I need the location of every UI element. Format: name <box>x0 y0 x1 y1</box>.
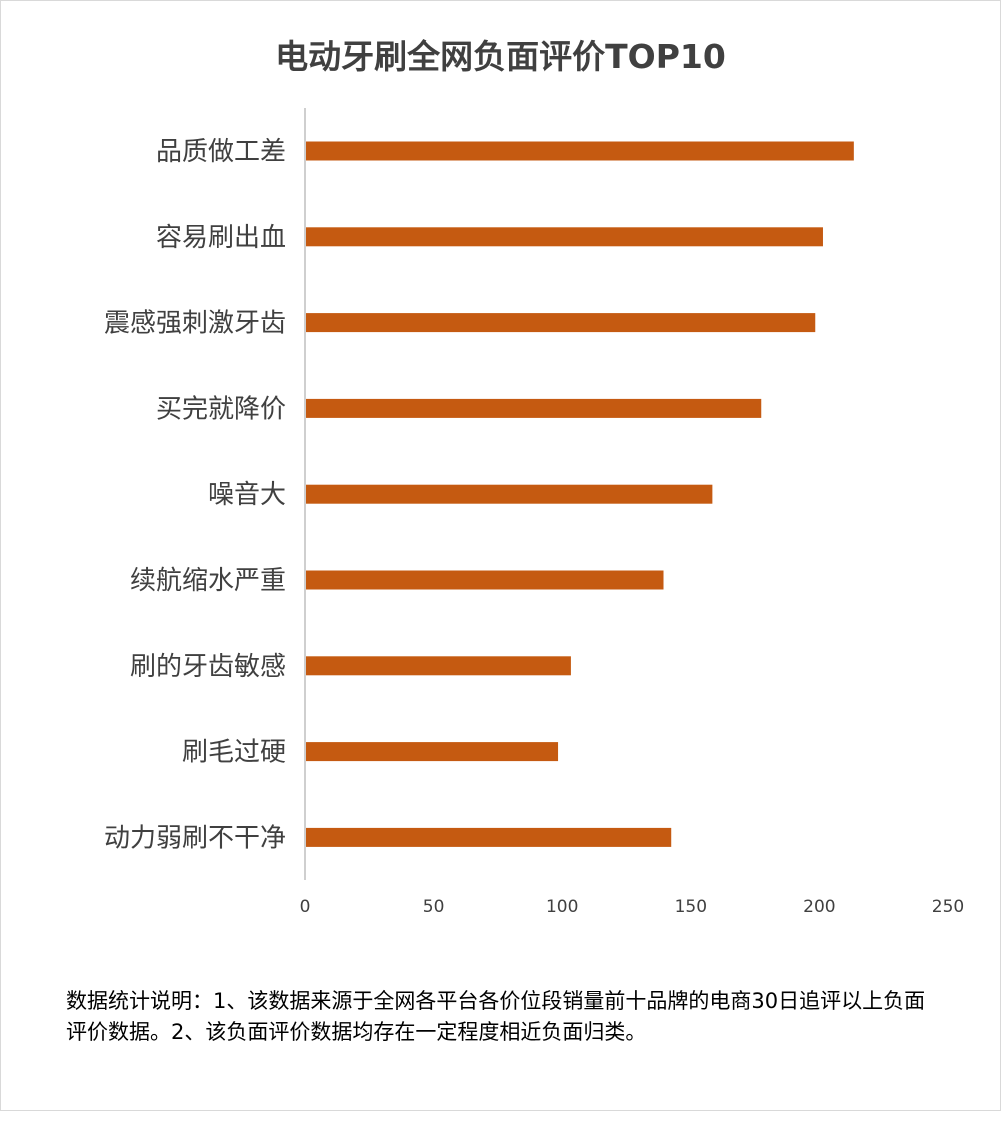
bar-9 <box>306 827 672 847</box>
x-tick-label-150: 150 <box>675 897 707 917</box>
category-label-8: 刷毛过硬 <box>182 738 286 768</box>
x-tick-labels: 0 50 100 150 200 250 <box>300 897 965 917</box>
bars <box>306 141 854 847</box>
bar-chart: 品质做工差容易刷出血震感强刺激牙齿买完就降价噪音大续航缩水严重刷的牙齿敏感刷毛过… <box>104 108 965 917</box>
bar-1 <box>306 141 854 161</box>
bar-8 <box>306 742 559 762</box>
category-label-6: 续航缩水严重 <box>130 566 286 596</box>
bar-7 <box>306 656 571 676</box>
category-label-7: 刷的牙齿敏感 <box>130 652 286 682</box>
category-label-9: 动力弱刷不干净 <box>104 823 286 853</box>
x-tick-label-200: 200 <box>803 897 835 917</box>
category-labels: 品质做工差容易刷出血震感强刺激牙齿买完就降价噪音大续航缩水严重刷的牙齿敏感刷毛过… <box>104 137 286 853</box>
x-tick-label-50: 50 <box>423 897 445 917</box>
category-label-5: 噪音大 <box>208 480 286 510</box>
chart-title: 电动牙刷全网负面评价TOP10 <box>275 37 726 76</box>
category-label-2: 容易刷出血 <box>156 223 286 253</box>
bar-5 <box>306 484 713 504</box>
category-label-3: 震感强刺激牙齿 <box>104 309 286 339</box>
bar-2 <box>306 227 823 247</box>
category-label-4: 买完就降价 <box>156 394 286 424</box>
category-label-1: 品质做工差 <box>156 137 286 167</box>
bar-4 <box>306 398 762 418</box>
x-tick-label-250: 250 <box>932 897 964 917</box>
bar-3 <box>306 313 816 333</box>
data-note: 数据统计说明：1、该数据来源于全网各平台各价位段销量前十品牌的电商30日追评以上… <box>66 989 926 1044</box>
bar-6 <box>306 570 664 590</box>
x-tick-label-100: 100 <box>546 897 578 917</box>
x-tick-label-0: 0 <box>300 897 311 917</box>
